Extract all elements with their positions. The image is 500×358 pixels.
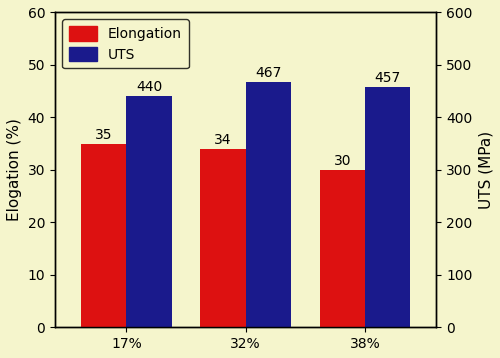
Text: 35: 35 [95, 127, 112, 141]
Bar [126, 96, 172, 327]
Legend: Elongation, UTS: Elongation, UTS [62, 19, 188, 68]
Text: 34: 34 [214, 133, 232, 147]
Bar [246, 82, 291, 327]
Y-axis label: Elogation (%): Elogation (%) [7, 118, 22, 221]
Text: 30: 30 [334, 154, 351, 168]
Bar [200, 149, 246, 327]
Text: 457: 457 [374, 71, 400, 86]
Bar [81, 144, 126, 327]
Y-axis label: UTS (MPa): UTS (MPa) [478, 131, 493, 209]
Bar [365, 87, 410, 327]
Text: 440: 440 [136, 80, 162, 94]
Text: 467: 467 [255, 66, 281, 80]
Bar [320, 170, 365, 327]
